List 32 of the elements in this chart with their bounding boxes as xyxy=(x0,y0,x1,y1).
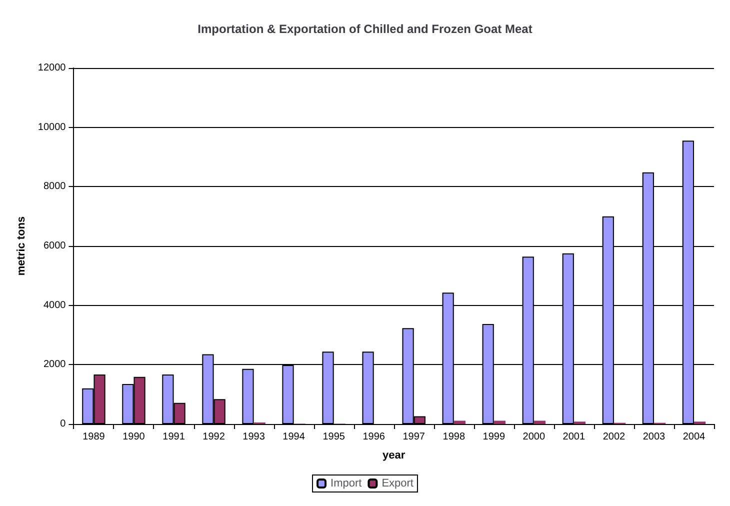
x-tick-label: 1997 xyxy=(402,432,426,442)
x-tick-label: 1992 xyxy=(202,432,226,442)
legend-label: Import xyxy=(330,478,362,490)
y-tick-label: 4000 xyxy=(43,300,66,311)
x-tick-label: 1993 xyxy=(242,432,266,442)
x-tick-label: 2000 xyxy=(522,432,546,442)
x-tick-label: 2002 xyxy=(602,432,626,442)
x-axis-title: year xyxy=(382,450,406,462)
x-tick-label: 2004 xyxy=(682,432,706,442)
y-tick-label: 0 xyxy=(60,418,66,430)
x-tick-label: 1989 xyxy=(82,432,106,442)
y-tick-label: 12000 xyxy=(38,62,66,74)
chart-title: Importation & Exportation of Chilled and Frozen Goat Meat xyxy=(198,22,532,36)
y-tick-label: 10000 xyxy=(38,122,66,133)
x-tick-label: 1991 xyxy=(162,432,186,442)
x-tick-label: 1990 xyxy=(122,432,146,442)
x-tick-label: 2001 xyxy=(562,432,586,442)
bar xyxy=(534,420,546,424)
x-tick-label: 1994 xyxy=(282,432,306,442)
bar xyxy=(454,420,466,424)
bar xyxy=(242,368,254,424)
x-tick-label: 2003 xyxy=(642,432,666,442)
y-tick-label: 8000 xyxy=(43,181,66,192)
y-tick-label: 6000 xyxy=(43,240,66,252)
x-tick-label: 1996 xyxy=(362,432,386,442)
legend-label: Export xyxy=(382,478,414,490)
bar xyxy=(494,420,506,424)
x-tick-label: 1995 xyxy=(322,432,346,442)
x-tick-label: 1998 xyxy=(442,432,466,442)
y-tick-label: 2000 xyxy=(43,359,66,370)
x-tick-label: 1999 xyxy=(482,432,506,442)
y-axis-title: metric tons xyxy=(16,216,28,276)
